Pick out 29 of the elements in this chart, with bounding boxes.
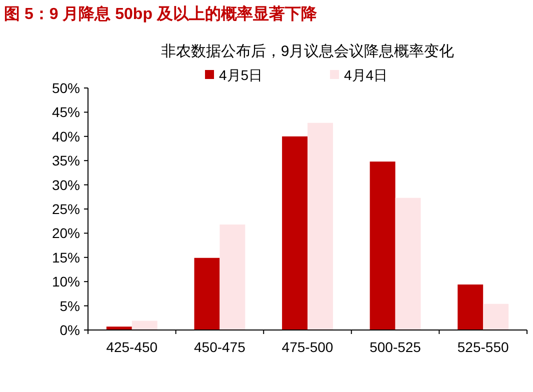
y-tick-label: 45% xyxy=(52,104,80,120)
y-tick-label: 35% xyxy=(52,152,80,169)
y-tick-label: 15% xyxy=(52,249,80,266)
chart-subtitle: 非农数据公布后，9月议息会议降息概率变化 xyxy=(160,43,454,60)
bar xyxy=(220,224,246,330)
y-tick-label: 10% xyxy=(52,274,80,290)
bar xyxy=(308,122,333,330)
y-tick-label: 40% xyxy=(52,128,80,144)
legend-label: 4月4日 xyxy=(344,67,388,83)
bar xyxy=(194,258,220,330)
bar xyxy=(483,304,509,330)
x-tick-label: 525-550 xyxy=(457,339,509,355)
bar xyxy=(370,162,396,330)
x-tick-label: 425-450 xyxy=(106,339,158,355)
x-tick-label: 500-525 xyxy=(370,339,422,355)
x-tick-label: 450-475 xyxy=(194,339,246,355)
y-tick-label: 50% xyxy=(52,80,80,96)
x-tick-label: 475-500 xyxy=(282,339,334,355)
y-tick-label: 25% xyxy=(52,201,80,217)
legend-label: 4月5日 xyxy=(219,67,263,83)
y-tick-label: 0% xyxy=(60,322,80,338)
y-tick-label: 5% xyxy=(60,298,80,314)
bar xyxy=(395,198,421,330)
y-tick-label: 30% xyxy=(52,176,80,193)
bar xyxy=(282,136,308,330)
chart-title: 图 5：9 月降息 50bp 及以上的概率显著下降 xyxy=(4,4,318,23)
bar xyxy=(132,320,158,330)
bar xyxy=(458,284,484,330)
y-tick-label: 20% xyxy=(52,225,80,242)
